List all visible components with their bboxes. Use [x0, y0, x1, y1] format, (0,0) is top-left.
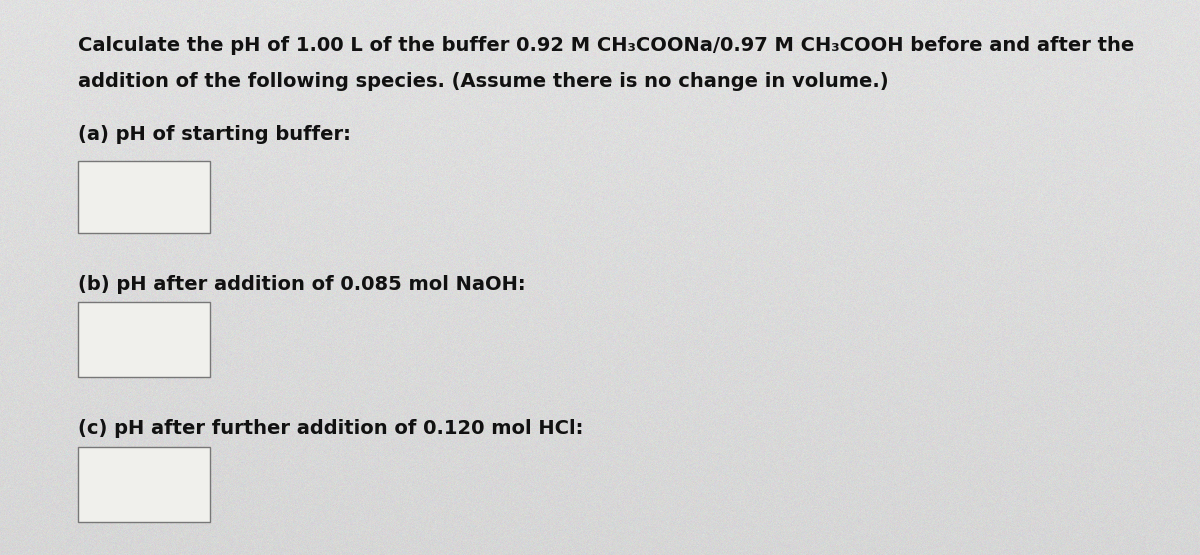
Text: Calculate the pH of 1.00 L of the buffer 0.92 M CH₃COONa/0.97 M CH₃COOH before a: Calculate the pH of 1.00 L of the buffer… — [78, 36, 1134, 55]
Text: addition of the following species. (Assume there is no change in volume.): addition of the following species. (Assu… — [78, 72, 889, 91]
Text: (a) pH of starting buffer:: (a) pH of starting buffer: — [78, 125, 350, 144]
FancyBboxPatch shape — [78, 302, 210, 377]
Text: (c) pH after further addition of 0.120 mol HCl:: (c) pH after further addition of 0.120 m… — [78, 419, 583, 438]
Text: (b) pH after addition of 0.085 mol NaOH:: (b) pH after addition of 0.085 mol NaOH: — [78, 275, 526, 294]
FancyBboxPatch shape — [78, 161, 210, 233]
FancyBboxPatch shape — [78, 447, 210, 522]
